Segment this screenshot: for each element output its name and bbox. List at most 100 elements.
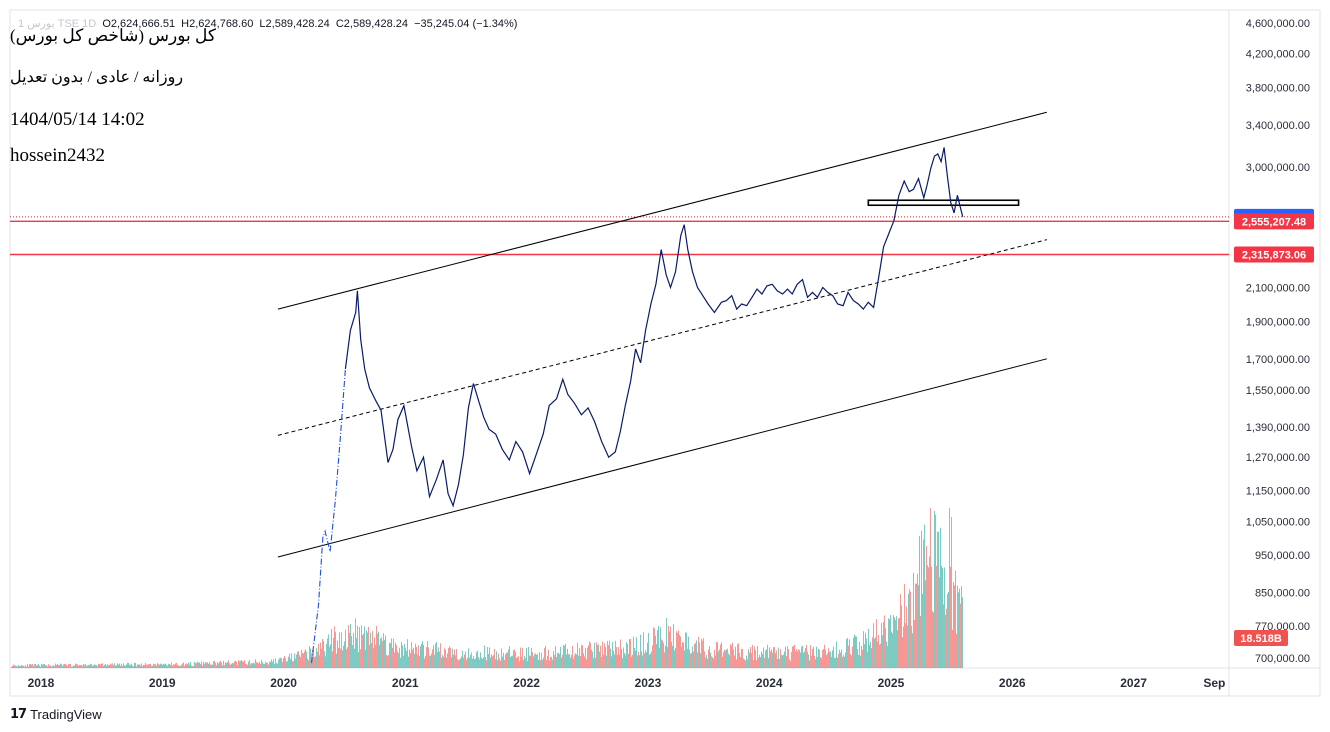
volume-bar — [935, 514, 936, 668]
volume-bar — [655, 635, 656, 668]
legend-high: H2,624,768.60 — [181, 18, 254, 30]
volume-bar — [701, 638, 702, 668]
volume-bar — [651, 651, 652, 668]
volume-bar — [157, 662, 158, 668]
volume-bar — [340, 648, 341, 668]
volume-bar — [324, 651, 325, 668]
volume-bar — [577, 642, 578, 668]
volume-bar — [27, 664, 28, 668]
volume-bar — [959, 588, 960, 668]
volume-bar — [534, 654, 535, 668]
volume-bar — [471, 652, 472, 668]
volume-bar — [856, 636, 857, 668]
volume-bar — [659, 647, 660, 668]
volume-bar — [570, 657, 571, 668]
volume-bar — [722, 656, 723, 668]
volume-bar — [156, 665, 157, 668]
volume-bar — [356, 638, 357, 668]
volume-bar — [50, 665, 51, 668]
volume-bar — [285, 658, 286, 668]
volume-bar — [583, 653, 584, 668]
volume-bar — [52, 666, 53, 668]
volume-bar — [715, 655, 716, 668]
volume-bar — [209, 662, 210, 668]
volume-bar — [488, 653, 489, 668]
volume-bar — [646, 652, 647, 668]
volume-bar — [100, 664, 101, 668]
volume-bar — [621, 648, 622, 668]
price-labels: 2,589,428.242,555,207.482,315,873.0618.5… — [1234, 208, 1314, 646]
tradingview-logo-icon: 𝟭𝟳 — [10, 706, 27, 721]
volume-bar — [796, 648, 797, 668]
y-tick-label: 3,000,000.00 — [1246, 162, 1310, 174]
volume-bar — [800, 652, 801, 668]
volume-bar — [858, 654, 859, 668]
volume-bar — [37, 664, 38, 668]
volume-bar — [155, 663, 156, 668]
volume-bar — [745, 660, 746, 668]
volume-bar — [345, 629, 346, 668]
volume-bar — [125, 665, 126, 668]
volume-bar — [863, 631, 864, 668]
volume-bar — [705, 657, 706, 668]
volume-bar — [700, 653, 701, 668]
volume-bar — [261, 660, 262, 668]
volume-bar — [248, 661, 249, 668]
volume-bar — [359, 626, 360, 668]
volume-bar — [337, 640, 338, 668]
channel-lower-line — [277, 358, 1047, 558]
volume-bar — [491, 654, 492, 668]
volume-bar — [454, 649, 455, 668]
volume-bar — [171, 662, 172, 668]
volume-bar — [332, 651, 333, 668]
volume-bar — [687, 648, 688, 668]
volume-bar — [728, 653, 729, 668]
volume-bar — [580, 656, 581, 668]
time-axis[interactable]: 2018 2019 2020 2021 2022 2023 2024 2025 2026 2027… — [28, 676, 1226, 690]
volume-bar — [152, 665, 153, 668]
volume-bar — [689, 649, 690, 668]
volume-bar — [147, 665, 148, 668]
volume-bar — [14, 665, 15, 668]
price-axis[interactable]: 4,600,000.00 4,200,000.00 3,800,000.00 3,40… — [1246, 18, 1310, 665]
volume-bar — [524, 656, 525, 668]
volume-bar — [719, 649, 720, 668]
volume-bar — [669, 631, 670, 668]
volume-bar — [765, 650, 766, 668]
volume-bar — [375, 644, 376, 668]
volume-bar — [672, 645, 673, 668]
volume-bar — [649, 654, 650, 668]
volume-bar — [163, 663, 164, 668]
volume-bar — [193, 666, 194, 668]
volume-bar — [899, 617, 900, 668]
volume-bar — [928, 567, 929, 668]
volume-bar — [510, 656, 511, 668]
volume-bar — [678, 630, 679, 668]
volume-bar — [164, 664, 165, 668]
volume-bar — [496, 651, 497, 668]
tradingview-logo[interactable]: 𝟭𝟳 TradingView — [10, 706, 102, 722]
volume-bar — [819, 649, 820, 668]
volume-bar — [129, 665, 130, 668]
volume-bar — [65, 663, 66, 668]
volume-bar — [769, 647, 770, 668]
volume-bar — [777, 658, 778, 668]
volume-bar — [105, 663, 106, 668]
volume-bar — [721, 642, 722, 668]
volume-bar — [158, 664, 159, 668]
volume-bar — [818, 648, 819, 668]
volume-bar — [66, 665, 67, 668]
volume-bar — [590, 643, 591, 668]
volume-bar — [441, 657, 442, 668]
volume-bar — [499, 658, 500, 668]
volume-bar — [757, 646, 758, 668]
volume-bar — [141, 663, 142, 668]
volume-bar — [561, 657, 562, 668]
volume-bar — [887, 645, 888, 668]
volume-bar — [952, 629, 953, 668]
volume-bar — [429, 655, 430, 668]
volume-bar — [278, 659, 279, 668]
volume-bar — [506, 652, 507, 668]
volume-bar — [225, 662, 226, 668]
volume-bar — [822, 649, 823, 668]
